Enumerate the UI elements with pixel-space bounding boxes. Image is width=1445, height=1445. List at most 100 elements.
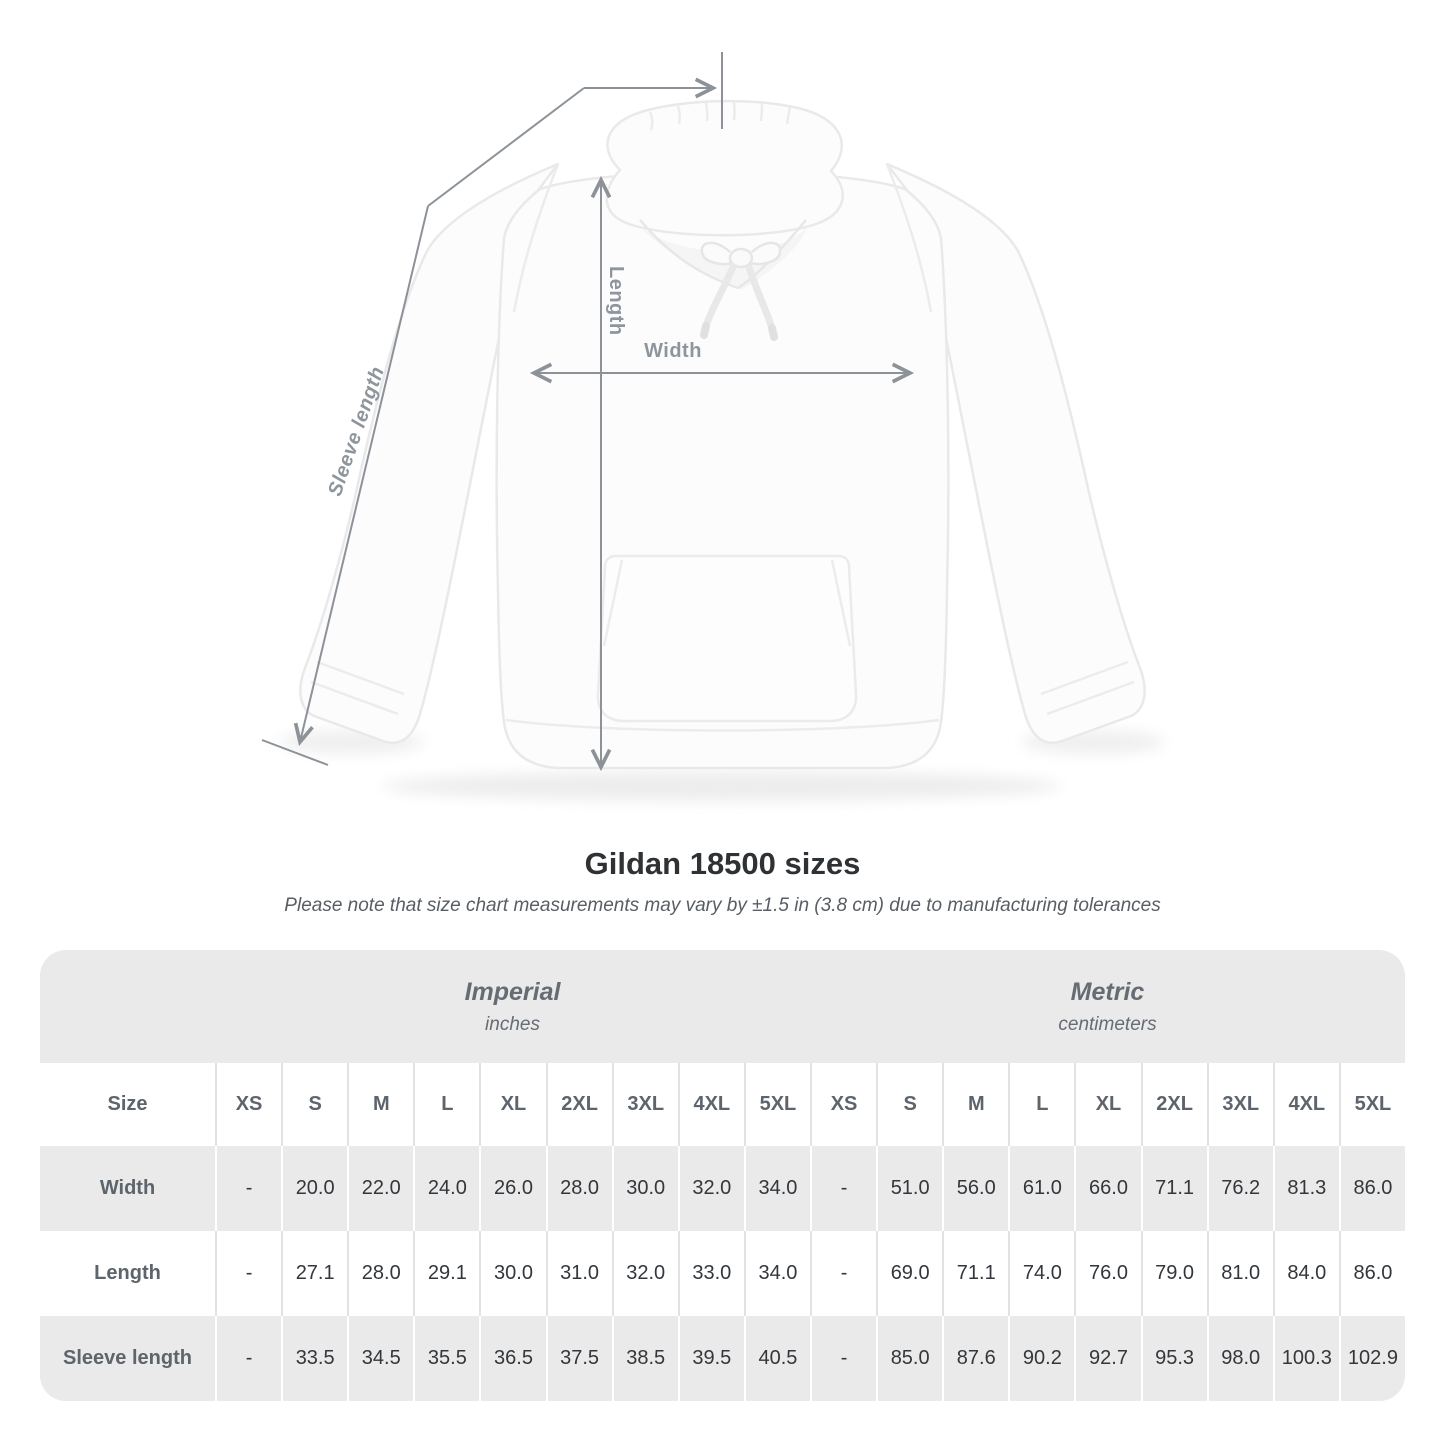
hoodie-measurement-diagram: Width Length Sleeve length — [261, 52, 1165, 801]
value-cell: 30.0 — [479, 1231, 545, 1316]
value-cell: 20.0 — [281, 1146, 347, 1231]
size-header-cell: M — [347, 1063, 413, 1146]
value-cell: 87.6 — [942, 1316, 1008, 1401]
hoodie-body — [299, 99, 1146, 770]
size-header-cell: 5XL — [1338, 1063, 1405, 1146]
value-cell: 85.0 — [876, 1316, 942, 1401]
cuff-tick — [261, 739, 329, 766]
size-header-cell: M — [942, 1063, 1008, 1146]
size-header-cell: 4XL — [677, 1063, 744, 1146]
value-cell: 90.2 — [1008, 1316, 1074, 1401]
size-header-cell: L — [1008, 1063, 1074, 1146]
value-cell: 86.0 — [1338, 1231, 1405, 1316]
size-header-cell: XL — [479, 1063, 545, 1146]
value-cell: 40.5 — [743, 1316, 810, 1401]
value-cell: 39.5 — [677, 1316, 744, 1401]
value-cell: 98.0 — [1206, 1316, 1273, 1401]
value-cell: 34.5 — [347, 1316, 413, 1401]
size-header-cell: XS — [810, 1063, 876, 1146]
sleeve-arrow-diagonal-upper — [427, 87, 585, 207]
value-cell: 26.0 — [479, 1146, 545, 1231]
row-label-width: Width — [99, 1177, 156, 1199]
value-cell: 74.0 — [1008, 1231, 1074, 1316]
size-header-cell: S — [876, 1063, 942, 1146]
sleeve-length-row: Sleeve length -33.5 34.5 35.5 36.5 37.5 38.5 3… — [40, 1316, 1405, 1401]
length-measure-label: Length — [605, 266, 627, 336]
width-measure-label: Width — [644, 340, 702, 362]
value-cell: 35.5 — [413, 1316, 479, 1401]
unit-group-metric: Metric centimeters — [810, 978, 1405, 1036]
value-cell: - — [215, 1146, 281, 1231]
value-cell: 71.1 — [942, 1231, 1008, 1316]
value-cell: 81.3 — [1272, 1146, 1339, 1231]
size-header-cell: 2XL — [1140, 1063, 1207, 1146]
size-header-cell: S — [281, 1063, 347, 1146]
size-header-cell: XS — [215, 1063, 281, 1146]
value-cell: 24.0 — [413, 1146, 479, 1231]
value-cell: 81.0 — [1206, 1231, 1273, 1316]
value-cell: 32.0 — [611, 1231, 678, 1316]
value-cell: 56.0 — [942, 1146, 1008, 1231]
value-cell: - — [215, 1316, 281, 1401]
imperial-label: Imperial — [464, 977, 561, 1006]
value-cell: - — [810, 1146, 876, 1231]
row-label-sleeve-length: Sleeve length — [63, 1347, 192, 1369]
value-cell: 95.3 — [1140, 1316, 1207, 1401]
value-cell: 92.7 — [1074, 1316, 1140, 1401]
size-chart-table: Imperial inches Metric centimeters Size … — [40, 950, 1405, 1401]
hoodie-image — [261, 52, 1165, 801]
unit-group-header-row: Imperial inches Metric centimeters — [40, 950, 1405, 1063]
value-cell: 71.1 — [1140, 1146, 1207, 1231]
value-cell: 33.0 — [677, 1231, 744, 1316]
value-cell: 28.0 — [347, 1231, 413, 1316]
size-header-cell: XL — [1074, 1063, 1140, 1146]
value-cell: 76.2 — [1206, 1146, 1273, 1231]
size-column-header: Size — [107, 1093, 148, 1115]
value-cell: 34.0 — [743, 1231, 810, 1316]
value-cell: 84.0 — [1272, 1231, 1339, 1316]
value-cell: 66.0 — [1074, 1146, 1140, 1231]
value-cell: 79.0 — [1140, 1231, 1207, 1316]
value-cell: 27.1 — [281, 1231, 347, 1316]
value-cell: 38.5 — [611, 1316, 678, 1401]
value-cell: - — [215, 1231, 281, 1316]
value-cell: 28.0 — [545, 1146, 612, 1231]
width-row: Width -20.0 22.0 24.0 26.0 28.0 30.0 32.0 34.0-… — [40, 1146, 1405, 1231]
length-row: Length -27.1 28.0 29.1 30.0 31.0 32.0 33.0 34.0… — [40, 1231, 1405, 1316]
size-header-cell: 3XL — [611, 1063, 678, 1146]
drawstrings — [700, 241, 782, 341]
value-cell: 30.0 — [611, 1146, 678, 1231]
size-header-row: Size XS S M L XL 2XL 3XL 4XL 5XL XS S M L XL 2XL 3XL 4XL… — [40, 1063, 1405, 1146]
measurement-arrows — [261, 52, 915, 772]
page-title: Gildan 18500 sizes — [584, 846, 861, 881]
value-cell: - — [810, 1231, 876, 1316]
value-cell: 33.5 — [281, 1316, 347, 1401]
size-header-cell: 4XL — [1272, 1063, 1339, 1146]
value-cell: 31.0 — [545, 1231, 612, 1316]
value-cell: 61.0 — [1008, 1146, 1074, 1231]
size-header-cell: L — [413, 1063, 479, 1146]
value-cell: 29.1 — [413, 1231, 479, 1316]
row-label-length: Length — [94, 1262, 161, 1284]
value-cell: 22.0 — [347, 1146, 413, 1231]
value-cell: 34.0 — [743, 1146, 810, 1231]
value-cell: 102.9 — [1338, 1316, 1405, 1401]
value-cell: 37.5 — [545, 1316, 612, 1401]
tolerance-note: Please note that size chart measurements… — [284, 895, 1161, 916]
unit-group-imperial: Imperial inches — [215, 978, 810, 1036]
sleeve-arrow-diagonal-lower — [293, 205, 429, 747]
value-cell: 100.3 — [1272, 1316, 1339, 1401]
value-cell: 69.0 — [876, 1231, 942, 1316]
value-cell: - — [810, 1316, 876, 1401]
metric-label: Metric — [1070, 977, 1145, 1006]
value-cell: 51.0 — [876, 1146, 942, 1231]
value-cell: 76.0 — [1074, 1231, 1140, 1316]
size-header-cell: 5XL — [743, 1063, 810, 1146]
value-cell: 32.0 — [677, 1146, 744, 1231]
hoodie-shadow — [280, 730, 1165, 801]
value-cell: 86.0 — [1338, 1146, 1405, 1231]
metric-unit-label: centimeters — [1058, 1013, 1157, 1035]
value-cell: 36.5 — [479, 1316, 545, 1401]
imperial-unit-label: inches — [485, 1013, 540, 1035]
